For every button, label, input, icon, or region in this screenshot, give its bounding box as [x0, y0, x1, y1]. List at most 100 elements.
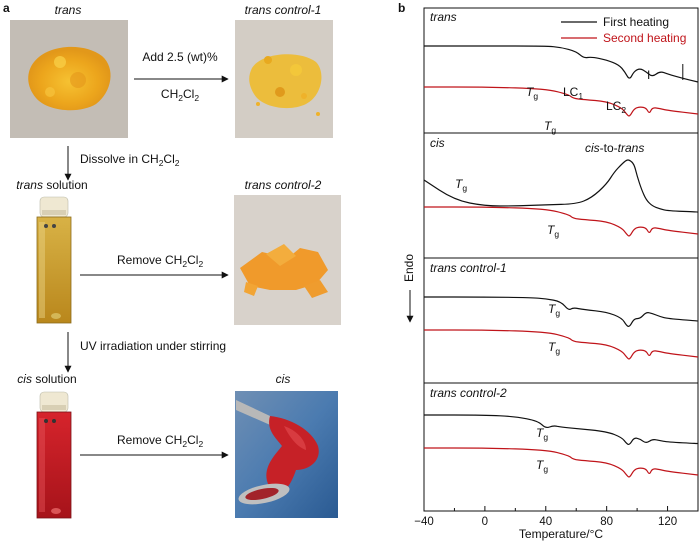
- plot-frame: [423, 7, 699, 512]
- cis-to-trans-b: -to-: [600, 141, 618, 155]
- dsc-curve-second-heating: [423, 206, 699, 237]
- annot-lc1: LC1: [563, 85, 583, 101]
- photo-trans-powder: [10, 20, 128, 138]
- subpanel-title-trans-control-1: trans control-1: [430, 261, 507, 275]
- annot-tg: Tg: [548, 340, 560, 356]
- chem-cl: Cl: [187, 253, 198, 267]
- tg-t: T: [536, 458, 545, 472]
- tg-sub: g: [543, 432, 548, 442]
- tg-t: T: [536, 426, 545, 440]
- cis-to-trans-c: trans: [618, 141, 645, 155]
- tg-t: T: [548, 302, 557, 316]
- label-cis: cis: [276, 372, 291, 386]
- tg-t: T: [544, 119, 553, 133]
- subpanel-title-cis: cis: [430, 136, 445, 150]
- tg-sub: g: [543, 464, 548, 474]
- photo-trans-control-1: [235, 20, 333, 138]
- tg-sub: g: [555, 308, 560, 318]
- chem-sub: 2: [175, 158, 180, 168]
- dsc-curve-first-heating: [424, 296, 699, 327]
- chem-cl: Cl: [183, 87, 194, 101]
- annot-tg: Tg: [544, 119, 556, 135]
- annot-tg: Tg: [455, 177, 467, 193]
- panel-b-label: b: [398, 1, 405, 15]
- panel-a-label: a: [3, 1, 10, 15]
- x-axis-label: Temperature/°C: [519, 527, 603, 541]
- chem-sub: 2: [198, 259, 203, 269]
- subpanel-title-trans-control-1-text: trans control-1: [430, 261, 507, 275]
- step-remove-text: Remove CH: [117, 253, 182, 267]
- dsc-curves: [423, 45, 699, 478]
- chem-sub: 2: [159, 158, 164, 168]
- annot-isotropic: I: [647, 68, 650, 82]
- chem-sub: 2: [182, 439, 187, 449]
- cis-solution-name: cis: [17, 372, 32, 386]
- step-dissolve-text: Dissolve in CH: [80, 152, 159, 166]
- annot-tg: Tg: [547, 223, 559, 239]
- subpanel-title-trans-control-2-text: trans control-2: [430, 386, 507, 400]
- chem-cl: Cl: [187, 433, 198, 447]
- dsc-curve-first-heating: [424, 45, 699, 83]
- annot-cis-to-trans: cis-to-trans: [585, 141, 644, 155]
- lc1-main: LC: [563, 85, 579, 99]
- trans-solution-name: trans: [16, 178, 43, 192]
- dsc-curve-second-heating: [424, 329, 699, 360]
- chem-sub: 2: [198, 439, 203, 449]
- tg-sub: g: [555, 346, 560, 356]
- annot-lc2: LC2: [606, 99, 626, 115]
- tg-t: T: [548, 340, 557, 354]
- dsc-curve-first-heating: [423, 159, 699, 213]
- dsc-curve-first-heating: [424, 414, 699, 446]
- tg-sub: g: [533, 91, 538, 101]
- label-trans-solution: trans solution: [16, 178, 87, 192]
- lc2-main: LC: [606, 99, 622, 113]
- photo-trans-control-2: [234, 195, 341, 325]
- chem-sub: 2: [178, 93, 183, 103]
- x-tick-label: 0: [482, 516, 488, 528]
- chem-cl: Cl: [163, 152, 174, 166]
- legend-label-first: First heating: [603, 15, 669, 29]
- lc1-sub: 1: [578, 91, 583, 101]
- photo-cis-spatula: [235, 391, 338, 518]
- x-tick-label: −40: [414, 516, 434, 528]
- label-trans-control-2: trans control-2: [245, 178, 322, 192]
- photo-trans-solution-vial: [36, 196, 72, 324]
- label-cis-solution: cis solution: [17, 372, 76, 386]
- tg-t: T: [547, 223, 556, 237]
- trans-solution-suffix: solution: [46, 178, 87, 192]
- panel-a: a trans trans control-1 trans solution t…: [3, 1, 341, 519]
- label-trans: trans: [55, 3, 82, 17]
- annot-tg: Tg: [536, 426, 548, 442]
- tg-sub: g: [551, 125, 556, 135]
- annot-tg: Tg: [548, 302, 560, 318]
- x-tick-label: 120: [658, 516, 677, 528]
- lc2-sub: 2: [621, 105, 626, 115]
- legend: First heating Second heating: [561, 15, 686, 45]
- step-add-chem: CH2Cl2: [161, 87, 199, 103]
- label-trans-control-1-text: trans control-1: [245, 3, 322, 17]
- annot-tg: Tg: [536, 458, 548, 474]
- panel-b: b trans cis trans control-1 trans contro…: [398, 1, 699, 541]
- dsc-curve-second-heating: [424, 447, 699, 478]
- tg-t: T: [455, 177, 464, 191]
- annot-tg: Tg: [526, 85, 538, 101]
- chem-sub: 2: [182, 259, 187, 269]
- chem-sub: 2: [194, 93, 199, 103]
- cis-solution-suffix: solution: [35, 372, 76, 386]
- cis-to-trans-a: cis: [585, 141, 600, 155]
- tg-sub: g: [462, 183, 467, 193]
- x-tick-label: 80: [600, 516, 613, 528]
- legend-label-second: Second heating: [603, 31, 686, 45]
- chem-ch: CH: [161, 87, 178, 101]
- dsc-curve-second-heating: [424, 86, 699, 117]
- tg-sub: g: [554, 229, 559, 239]
- x-axis: −40 0 40 80 120: [414, 506, 699, 528]
- step-remove-text: Remove CH: [117, 433, 182, 447]
- y-axis-label-endo: Endo: [402, 254, 416, 282]
- subpanel-title-trans: trans: [430, 10, 457, 24]
- photo-cis-solution-vial: [36, 391, 72, 519]
- tg-t: T: [526, 85, 535, 99]
- step-remove-1: Remove CH2Cl2: [117, 253, 203, 269]
- step-add-text: Add 2.5 (wt)%: [142, 50, 218, 64]
